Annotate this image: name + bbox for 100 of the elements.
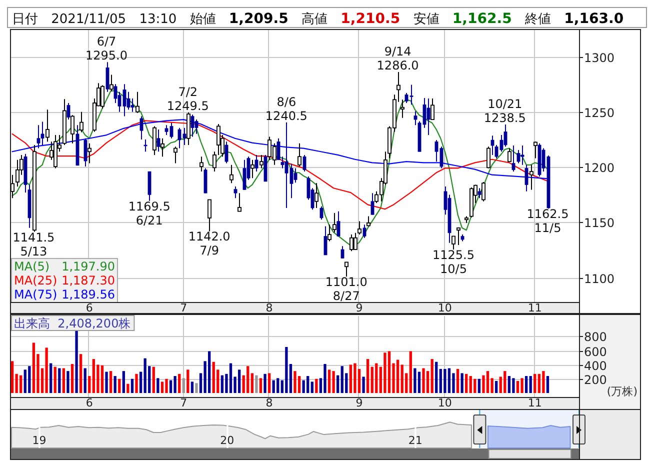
x-tick-label: 11 — [528, 302, 542, 314]
bar — [310, 382, 314, 394]
bar — [126, 384, 130, 394]
bar — [349, 364, 352, 394]
bar — [396, 360, 400, 394]
bar — [186, 370, 190, 394]
bar — [268, 373, 271, 394]
x-tick-label: 7 — [180, 302, 188, 314]
bar — [139, 372, 142, 394]
bar — [444, 368, 446, 394]
x-tick-label: 9 — [356, 396, 363, 410]
bar — [118, 378, 121, 394]
bar — [426, 371, 430, 394]
y-tick-label: 200 — [584, 373, 607, 387]
legend: MA(5) 1,197.90 MA(25) 1,187.30 MA(75) 1,189.56 — [11, 258, 118, 303]
bar — [388, 351, 391, 394]
bar — [195, 383, 198, 394]
bar — [448, 368, 451, 394]
bar — [520, 378, 524, 394]
bar — [32, 342, 36, 394]
bar — [45, 348, 48, 394]
annotation: 1101.0 8/27 — [325, 275, 368, 304]
annotation: 1125.5 10/5 — [432, 248, 474, 276]
bar — [79, 354, 82, 394]
bar — [58, 368, 61, 394]
bar — [418, 372, 421, 394]
bar — [384, 352, 386, 394]
bar — [272, 380, 275, 394]
y-tick-label: 1200 — [584, 161, 615, 175]
bar — [75, 330, 78, 394]
y-axis-title: (万株) — [606, 385, 638, 398]
bar — [430, 359, 434, 394]
annotation: 10/21 1238.5 — [484, 97, 526, 126]
bar — [414, 368, 416, 394]
x-tick-label: 21 — [408, 434, 422, 447]
bar — [285, 346, 288, 394]
bar — [340, 366, 344, 394]
bar — [84, 368, 86, 394]
x-tick-label: 10 — [438, 396, 452, 410]
bar — [354, 363, 356, 394]
y-tick-label: 1100 — [584, 272, 615, 286]
bar — [366, 359, 370, 394]
bar — [529, 376, 532, 394]
bar — [255, 375, 258, 394]
bar — [178, 374, 181, 394]
bar — [324, 364, 326, 394]
y-tick-label: 600 — [584, 345, 607, 359]
bar — [174, 376, 176, 394]
bar — [264, 374, 266, 394]
bar — [100, 365, 104, 394]
bar — [336, 375, 340, 394]
bar — [294, 371, 296, 394]
annotation: 7/2 1249.5 — [166, 84, 209, 113]
bar — [469, 376, 472, 394]
x-tick-label: 8 — [266, 396, 273, 410]
annotation: 9/14 1286.0 — [376, 44, 419, 73]
bar — [524, 376, 528, 394]
x-tick-label: 10 — [438, 302, 452, 314]
bar — [315, 378, 318, 394]
bar — [362, 376, 365, 394]
bar — [246, 366, 250, 394]
bar — [332, 371, 335, 394]
bar — [160, 382, 164, 394]
annotation: 8/6 1240.5 — [265, 94, 308, 123]
bar — [152, 366, 155, 394]
bar — [190, 382, 194, 394]
annotation: 6/7 1295.0 — [86, 34, 128, 63]
bar — [504, 371, 506, 394]
bar — [482, 375, 485, 394]
bar — [465, 374, 468, 394]
annotation: 1169.5 6/21 — [128, 199, 170, 228]
bar — [70, 364, 74, 394]
bar — [495, 380, 498, 394]
bar — [302, 380, 305, 394]
bar — [516, 380, 520, 394]
x-tick-label: 11 — [528, 396, 542, 410]
bar — [165, 378, 168, 394]
bar — [409, 351, 412, 394]
bar — [144, 358, 146, 394]
panel-title: 出来高 2,408,200株 — [11, 315, 135, 331]
bar — [328, 370, 331, 394]
bar — [212, 362, 215, 394]
bar — [54, 366, 56, 394]
y-tick-label: 400 — [584, 359, 607, 373]
bar — [130, 378, 134, 394]
bar — [109, 371, 112, 394]
bar — [88, 376, 91, 394]
bar — [486, 371, 490, 394]
x-tick-label: 8 — [266, 302, 273, 314]
annotation: 1142.0 7/9 — [188, 230, 230, 258]
annotation: 1141.5 5/13 — [12, 230, 55, 258]
x-tick-label: 7 — [180, 396, 188, 410]
x-tick-label: 19 — [32, 434, 46, 447]
bar — [400, 364, 404, 394]
bar — [229, 363, 232, 394]
bar — [276, 378, 280, 394]
bar — [542, 371, 545, 394]
x-tick-label: 6 — [86, 302, 93, 314]
bar — [508, 376, 511, 394]
bar — [62, 368, 66, 394]
